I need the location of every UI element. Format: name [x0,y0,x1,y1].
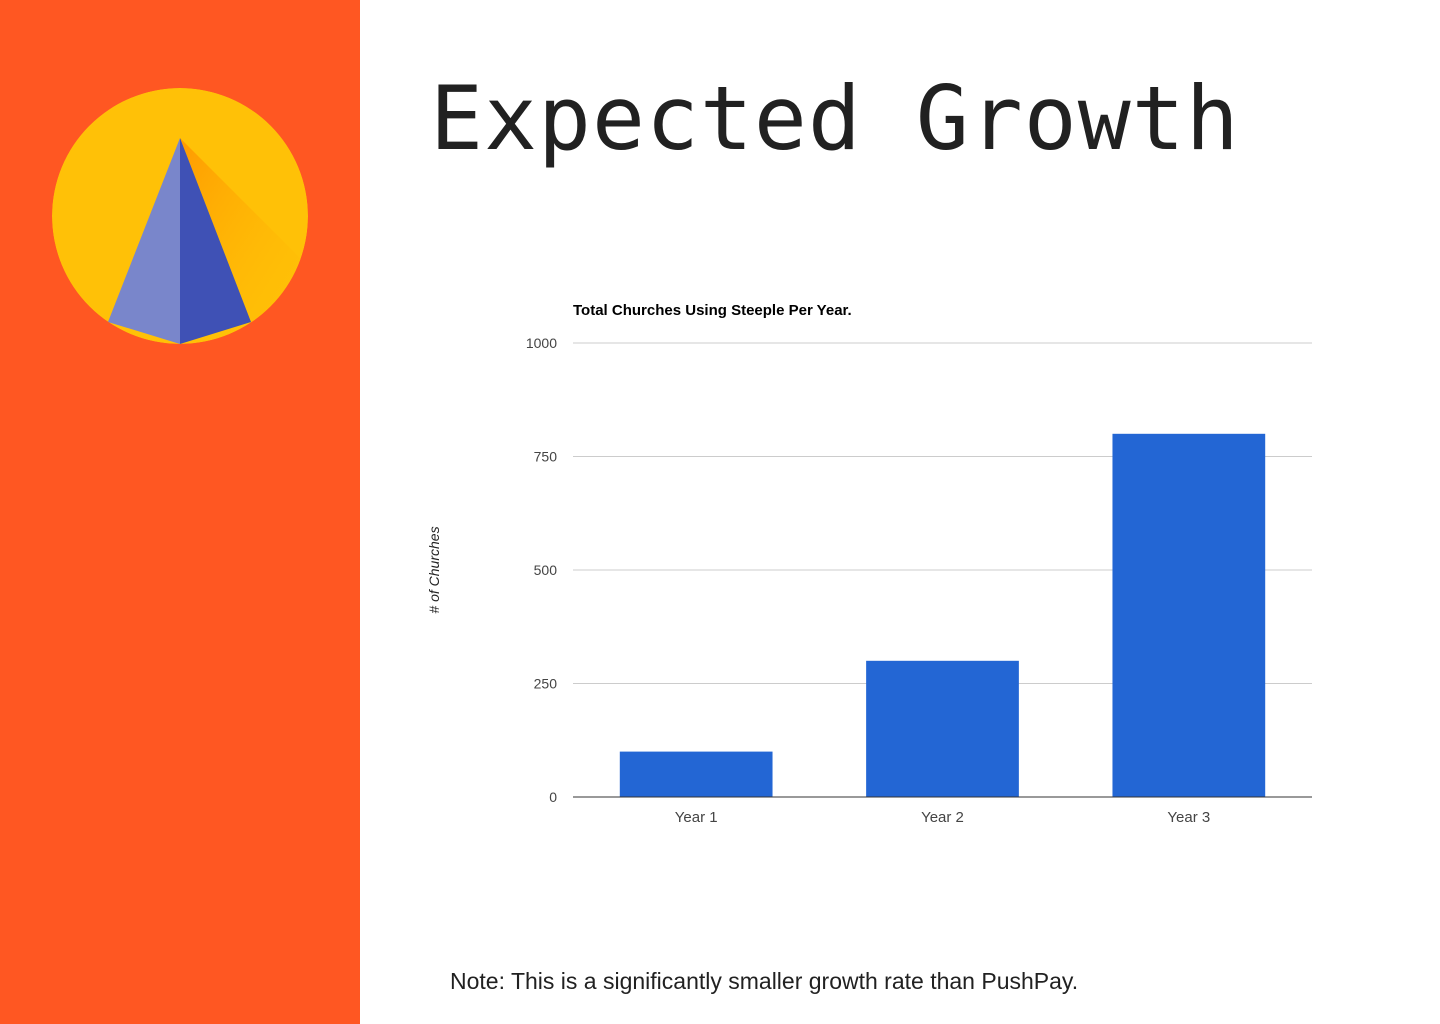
logo-steeple-left-face [108,138,180,344]
x-tick-label: Year 2 [921,809,964,826]
chart-title: Total Churches Using Steeple Per Year. [573,302,852,319]
bars [619,433,1266,797]
x-tick-label: Year 3 [1167,809,1210,826]
bar [619,751,773,797]
y-tick-label: 750 [534,449,558,465]
bar [866,660,1019,797]
page-title: Expected Growth [430,67,1240,170]
y-tick-label: 1000 [526,335,557,351]
bar-chart: Total Churches Using Steeple Per Year. #… [426,302,1312,826]
logo-shadow [180,138,308,344]
logo-steeple-right-face [180,138,251,344]
axes: 0 250 500 750 1000 Year 1 Year 2 Year 3 [526,335,1312,826]
y-tick-label: 250 [534,676,558,692]
footnote: Note: This is a significantly smaller gr… [450,968,1079,994]
steeple-logo-icon [52,88,308,344]
y-axis-label: # of Churches [426,526,442,613]
bar [1112,433,1266,797]
sidebar-panel [0,0,360,1024]
y-tick-label: 0 [549,789,557,805]
y-tick-label: 500 [534,562,558,578]
x-tick-label: Year 1 [675,809,718,826]
